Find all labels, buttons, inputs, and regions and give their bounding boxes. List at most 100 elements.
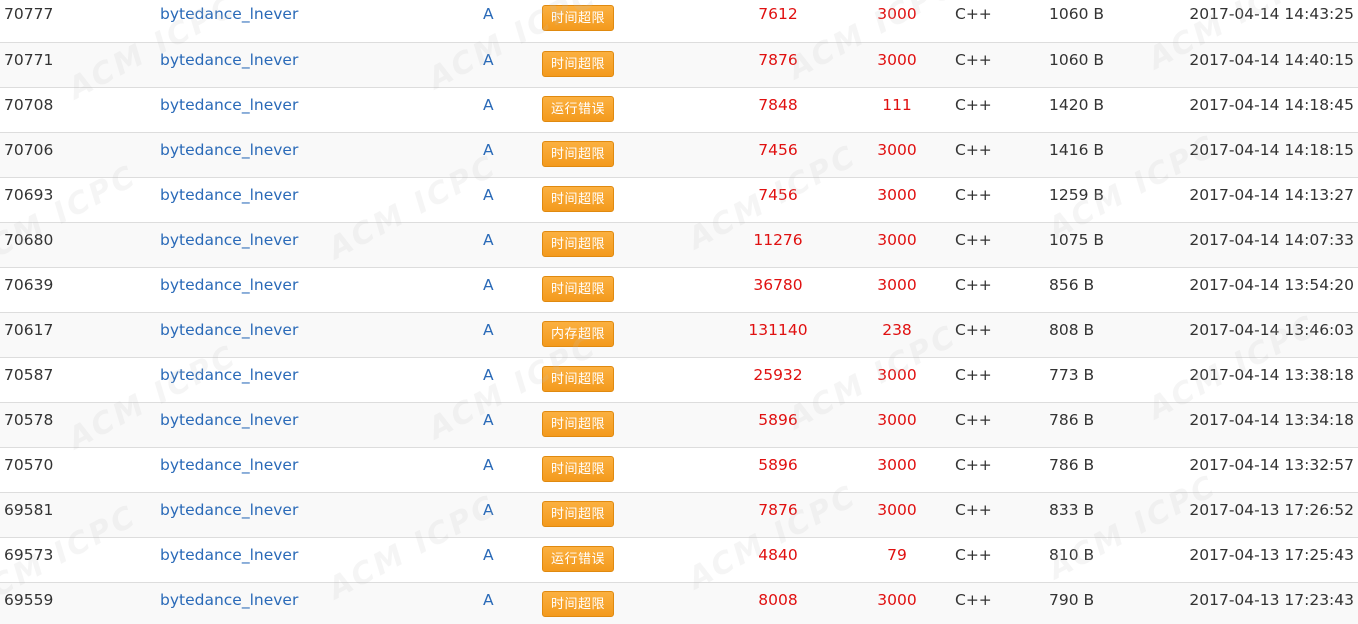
user-link[interactable]: bytedance_lnever [160,141,299,159]
memory-used: 111 [882,96,912,114]
user-link[interactable]: bytedance_lnever [160,591,299,609]
submit-time: 2017-04-14 14:13:27 [1189,186,1354,204]
status-cell: 运行错误 [542,546,614,572]
user-link[interactable]: bytedance_lnever [160,51,299,69]
problem-link[interactable]: A [483,411,494,429]
run-id: 70680 [4,231,54,249]
time-used: 7876 [758,501,798,519]
memory-used: 3000 [877,186,917,204]
user-link[interactable]: bytedance_lnever [160,96,299,114]
run-id: 70587 [4,366,54,384]
run-id: 70617 [4,321,54,339]
submit-time: 2017-04-14 14:18:45 [1189,96,1354,114]
code-length: 856 B [1049,276,1095,294]
status-cell: 时间超限 [542,366,614,392]
memory-used: 3000 [877,411,917,429]
problem-link[interactable]: A [483,96,494,114]
code-length: 786 B [1049,411,1095,429]
problem-link[interactable]: A [483,276,494,294]
problem-link[interactable]: A [483,591,494,609]
language: C++ [955,276,992,294]
code-length: 1060 B [1049,5,1105,23]
problem-link[interactable]: A [483,231,494,249]
problem-link[interactable]: A [483,5,494,23]
status-badge[interactable]: 运行错误 [542,546,614,572]
status-badge[interactable]: 时间超限 [542,231,614,257]
time-used: 5896 [758,456,798,474]
problem-link[interactable]: A [483,321,494,339]
status-cell: 时间超限 [542,141,614,167]
user-link[interactable]: bytedance_lnever [160,186,299,204]
problem-link[interactable]: A [483,456,494,474]
status-badge[interactable]: 内存超限 [542,321,614,347]
user-link[interactable]: bytedance_lnever [160,501,299,519]
code-length: 786 B [1049,456,1095,474]
status-cell: 时间超限 [542,411,614,437]
table-row: 70587 bytedance_lnever A 时间超限 25932 3000 C++ 77… [0,357,1358,402]
user-link[interactable]: bytedance_lnever [160,5,299,23]
problem-link[interactable]: A [483,141,494,159]
status-badge[interactable]: 时间超限 [542,456,614,482]
code-length: 773 B [1049,366,1095,384]
run-id: 70706 [4,141,54,159]
table-row: 69573 bytedance_lnever A 运行错误 4840 79 C++ 810 B… [0,537,1358,582]
status-badge[interactable]: 时间超限 [542,591,614,617]
run-id: 70708 [4,96,54,114]
time-used: 7876 [758,51,798,69]
run-id: 69559 [4,591,54,609]
code-length: 1420 B [1049,96,1105,114]
problem-link[interactable]: A [483,546,494,564]
submit-time: 2017-04-14 13:34:18 [1189,411,1354,429]
memory-used: 3000 [877,231,917,249]
language: C++ [955,321,992,339]
status-badge[interactable]: 时间超限 [542,276,614,302]
status-badge[interactable]: 时间超限 [542,51,614,77]
table-row: 70578 bytedance_lnever A 时间超限 5896 3000 C++ 786… [0,402,1358,447]
problem-link[interactable]: A [483,186,494,204]
language: C++ [955,186,992,204]
status-badge[interactable]: 时间超限 [542,5,614,31]
status-badge[interactable]: 时间超限 [542,411,614,437]
user-link[interactable]: bytedance_lnever [160,321,299,339]
problem-link[interactable]: A [483,366,494,384]
code-length: 790 B [1049,591,1095,609]
code-length: 833 B [1049,501,1095,519]
user-link[interactable]: bytedance_lnever [160,231,299,249]
user-link[interactable]: bytedance_lnever [160,276,299,294]
user-link[interactable]: bytedance_lnever [160,366,299,384]
user-link[interactable]: bytedance_lnever [160,411,299,429]
memory-used: 3000 [877,51,917,69]
submit-time: 2017-04-14 14:43:25 [1189,5,1354,23]
problem-link[interactable]: A [483,51,494,69]
submit-time: 2017-04-14 14:18:15 [1189,141,1354,159]
time-used: 11276 [753,231,803,249]
run-id: 70570 [4,456,54,474]
status-badge[interactable]: 时间超限 [542,186,614,212]
table-row: 70771 bytedance_lnever A 时间超限 7876 3000 C++ 106… [0,42,1358,87]
status-cell: 时间超限 [542,51,614,77]
code-length: 1060 B [1049,51,1105,69]
table-row: 70680 bytedance_lnever A 时间超限 11276 3000 C++ 10… [0,222,1358,267]
time-used: 25932 [753,366,803,384]
submit-time: 2017-04-14 13:54:20 [1189,276,1354,294]
status-badge[interactable]: 时间超限 [542,501,614,527]
run-id: 69573 [4,546,54,564]
status-badge[interactable]: 时间超限 [542,366,614,392]
language: C++ [955,96,992,114]
status-cell: 时间超限 [542,456,614,482]
time-used: 7456 [758,141,798,159]
table-row: 70693 bytedance_lnever A 时间超限 7456 3000 C++ 125… [0,177,1358,222]
submit-time: 2017-04-14 13:46:03 [1189,321,1354,339]
user-link[interactable]: bytedance_lnever [160,456,299,474]
language: C++ [955,51,992,69]
status-badge[interactable]: 运行错误 [542,96,614,122]
user-link[interactable]: bytedance_lnever [160,546,299,564]
run-id: 70578 [4,411,54,429]
memory-used: 3000 [877,456,917,474]
table-row: 70639 bytedance_lnever A 时间超限 36780 3000 C++ 85… [0,267,1358,312]
run-id: 70693 [4,186,54,204]
status-cell: 时间超限 [542,501,614,527]
status-badge[interactable]: 时间超限 [542,141,614,167]
problem-link[interactable]: A [483,501,494,519]
